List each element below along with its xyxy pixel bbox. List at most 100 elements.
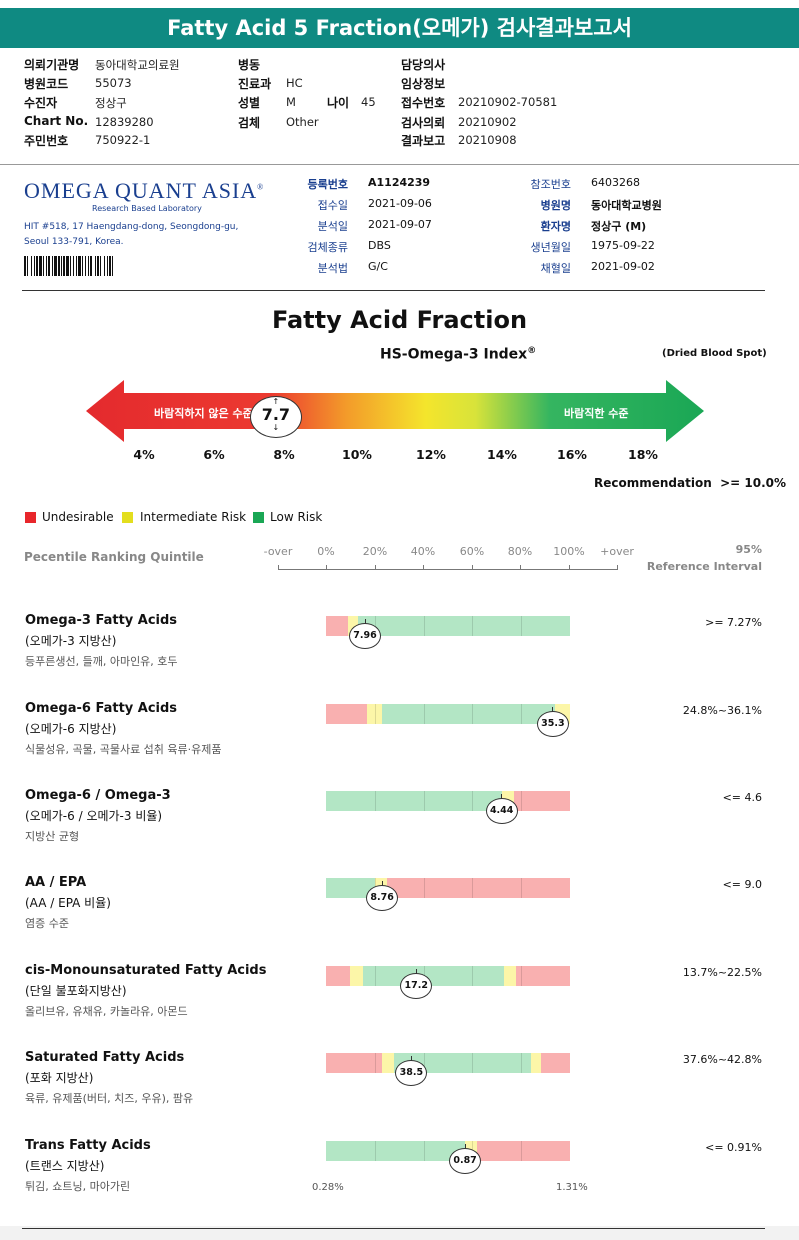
index-title-text: HS-Omega-3 Index xyxy=(380,346,528,363)
fatty-acid-kr: (포화 지방산) xyxy=(25,1071,94,1085)
marker-tick xyxy=(410,1056,412,1061)
barcode-bar xyxy=(61,256,62,276)
index-scale-label: 6% xyxy=(203,447,225,462)
fatty-acid-value-marker: 38.5 xyxy=(395,1060,428,1086)
header-label: 검사의뢰 xyxy=(401,116,446,130)
header-label: 접수번호 xyxy=(401,96,446,110)
header-label: 수진자 xyxy=(24,96,58,110)
header-label: 결과보고 xyxy=(401,134,446,148)
fatty-acid-value: 35.3 xyxy=(541,718,565,729)
fatty-acid-kr: (AA / EPA 비율) xyxy=(25,896,111,910)
fatty-acid-value: 4.44 xyxy=(489,805,514,816)
header-value: 동아대학교의료원 xyxy=(95,58,180,72)
bar-gridline xyxy=(423,878,425,898)
bar-segment-yellow xyxy=(504,966,517,986)
barcode-bar xyxy=(78,256,81,276)
bar-gridline xyxy=(423,1141,425,1161)
barcode-bar xyxy=(70,256,71,276)
arrow-right-text: 바람직한 수준 xyxy=(564,407,629,420)
header-label: 검체 xyxy=(238,116,261,130)
fatty-acid-ref: <= 4.6 xyxy=(722,791,762,804)
marker-down-tick: ↓ xyxy=(272,423,280,432)
fatty-acid-value-marker: 8.76 xyxy=(366,885,399,911)
barcode-bar xyxy=(58,256,60,276)
header-value: 20210908 xyxy=(458,133,517,147)
quintile-axis-label: 100% xyxy=(553,545,585,558)
lab-logo-reg: ® xyxy=(257,182,265,192)
legend-swatch xyxy=(253,512,264,523)
bar-gridline xyxy=(472,1053,474,1073)
lab-address-line1: HIT #518, 17 Haengdang-dong, Seongdong-g… xyxy=(24,222,239,232)
fatty-acid-ref: <= 9.0 xyxy=(722,878,762,891)
barcode-bar xyxy=(54,256,57,276)
trans-range-min: 0.28% xyxy=(312,1182,344,1193)
quintile-axis-tick xyxy=(375,565,376,570)
recommendation: Recommendation >= 10.0% xyxy=(594,476,786,490)
bar-segment-yellow xyxy=(367,704,383,724)
sample-label: 분석일 xyxy=(317,220,348,233)
fatty-acid-kr: (단일 불포화지방산) xyxy=(25,984,127,998)
marker-tick xyxy=(381,881,383,886)
barcode-bar xyxy=(112,256,113,276)
bar-gridline xyxy=(521,616,523,636)
sample-label: 병원명 xyxy=(540,199,571,212)
barcode-bar xyxy=(31,256,32,276)
bar-segment-red xyxy=(513,791,570,811)
marker-up-tick: ↑ xyxy=(272,397,280,406)
fatty-acid-value-marker: 4.44 xyxy=(485,798,518,824)
info-divider xyxy=(22,290,765,291)
sample-label: 채혈일 xyxy=(540,262,571,275)
fatty-acid-name: Saturated Fatty Acids xyxy=(25,1050,185,1065)
header-divider xyxy=(0,164,799,165)
bar-gridline xyxy=(423,1053,425,1073)
lab-logo: OMEGA QUANT ASIA® xyxy=(24,178,264,204)
sample-label: 검체종류 xyxy=(307,241,348,254)
header-label: 병동 xyxy=(238,58,261,72)
header-label: 주민번호 xyxy=(24,134,69,148)
bar-segment-red xyxy=(387,878,570,898)
sample-value: A1124239 xyxy=(368,176,431,189)
bar-gridline xyxy=(423,704,425,724)
quintile-axis-label: 60% xyxy=(459,545,485,558)
quintile-axis-tick xyxy=(278,565,279,570)
sample-value: 1975-09-22 xyxy=(591,239,655,252)
fatty-acid-kr: (오메가-6 지방산) xyxy=(25,722,117,736)
bar-segment-green xyxy=(394,1053,531,1073)
legend-label: Undesirable xyxy=(42,510,114,524)
report-title: Fatty Acid 5 Fraction(오메가) 검사결과보고서 xyxy=(0,8,799,48)
index-title-sup: ® xyxy=(527,346,537,356)
marker-tick xyxy=(464,1144,466,1149)
legend-label: Low Risk xyxy=(270,510,323,524)
bar-gridline xyxy=(521,791,523,811)
fraction-title: Fatty Acid Fraction xyxy=(271,306,528,334)
bar-segment-yellow xyxy=(530,1053,541,1073)
bar-gridline xyxy=(472,966,474,986)
fatty-acid-name: Omega-3 Fatty Acids xyxy=(25,613,178,628)
quintile-axis-label: 20% xyxy=(362,545,388,558)
fatty-acid-ref: >= 7.27% xyxy=(705,616,762,629)
index-scale-label: 12% xyxy=(416,447,446,462)
bar-gridline xyxy=(521,966,523,986)
fatty-acid-food: 식물성유, 곡물, 곡물사료 섭취 육류·유제품 xyxy=(25,743,222,756)
quintile-axis-tick xyxy=(423,565,424,570)
fatty-acid-name: cis-Monounsaturated Fatty Acids xyxy=(25,963,267,978)
barcode-bar xyxy=(104,256,105,276)
quintile-axis-label: 80% xyxy=(507,545,533,558)
header-value: 정상구 xyxy=(95,96,127,110)
header-label: Chart No. xyxy=(24,114,89,128)
marker-tick xyxy=(552,707,554,712)
barcode-bar xyxy=(24,256,26,276)
bottom-strip xyxy=(0,1226,799,1240)
sample-value: 2021-09-02 xyxy=(591,260,655,273)
fatty-acid-food: 지방산 균형 xyxy=(25,830,80,843)
barcode-bar xyxy=(27,256,28,276)
fatty-acid-name: AA / EPA xyxy=(25,875,87,890)
trans-range-max: 1.31% xyxy=(556,1182,588,1193)
fatty-acid-bar xyxy=(326,878,570,898)
sample-value: 정상구 (M) xyxy=(591,220,647,233)
sample-value: 동아대학교병원 xyxy=(591,199,662,212)
legend-swatch xyxy=(25,512,36,523)
barcode-bar xyxy=(85,256,86,276)
legend-swatch xyxy=(122,512,133,523)
header-value: 55073 xyxy=(95,76,132,90)
